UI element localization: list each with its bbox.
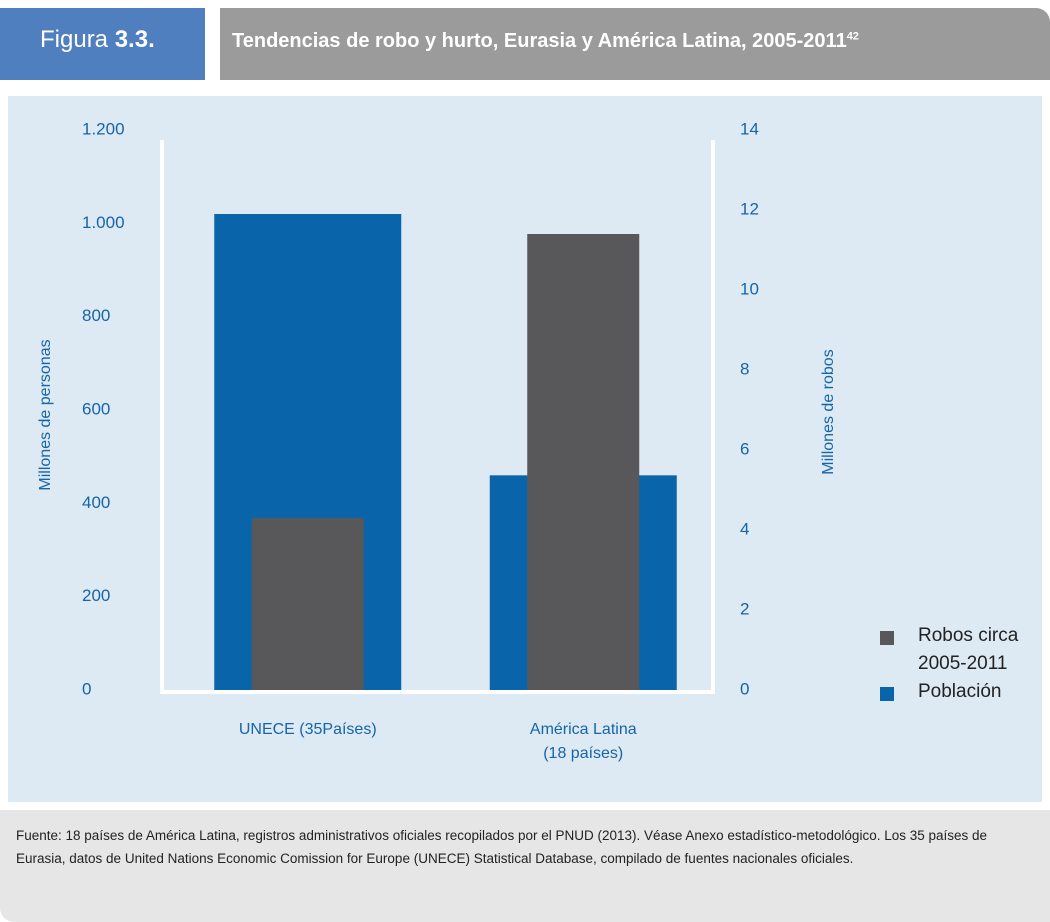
footer-text: Fuente: 18 países de América Latina, reg… bbox=[16, 828, 988, 866]
legend-label: Población bbox=[918, 681, 1002, 702]
y-tick-label: 200 bbox=[82, 586, 110, 605]
y2-tick-label: 14 bbox=[740, 119, 759, 138]
y-axis-label: Millones de personas bbox=[37, 339, 54, 490]
y-tick-label: 800 bbox=[82, 306, 110, 325]
figure-label: Figura 3.3. bbox=[40, 26, 155, 54]
x-tick-label: América Latina (18 países) bbox=[529, 721, 637, 762]
y-tick-label: 1.200 bbox=[82, 119, 125, 138]
figure-label-box: Figura 3.3. bbox=[0, 8, 205, 80]
figure-number: 3.3. bbox=[114, 26, 155, 53]
figure-word: Figura bbox=[40, 26, 109, 53]
footer-box: Fuente: 18 países de América Latina, reg… bbox=[0, 810, 1050, 922]
legend-swatch bbox=[880, 687, 894, 701]
y2-tick-label: 4 bbox=[740, 519, 749, 538]
title-box: Tendencias de robo y hurto, Eurasia y Am… bbox=[220, 8, 1050, 80]
title-superscript: 42 bbox=[846, 30, 859, 43]
y2-tick-label: 6 bbox=[740, 439, 749, 458]
bar bbox=[527, 234, 640, 690]
title-text: Tendencias de robo y hurto, Eurasia y Am… bbox=[232, 30, 847, 52]
y2-axis-label: Millones de robos bbox=[820, 349, 837, 474]
y2-tick-label: 2 bbox=[740, 599, 749, 618]
legend-swatch bbox=[880, 631, 894, 645]
y-tick-label: 0 bbox=[82, 679, 91, 698]
y-tick-label: 600 bbox=[82, 399, 110, 418]
chart-title: Tendencias de robo y hurto, Eurasia y Am… bbox=[232, 30, 859, 53]
y2-tick-label: 8 bbox=[740, 359, 749, 378]
y-tick-label: 400 bbox=[82, 493, 110, 512]
y-tick-label: 1.000 bbox=[82, 213, 125, 232]
y2-tick-label: 12 bbox=[740, 199, 759, 218]
legend-label: Robos circa 2005-2011 bbox=[918, 625, 1019, 674]
y2-tick-label: 0 bbox=[740, 679, 749, 698]
x-tick-label: UNECE (35Países) bbox=[238, 721, 377, 738]
bar bbox=[251, 518, 364, 690]
y2-tick-label: 10 bbox=[740, 279, 759, 298]
